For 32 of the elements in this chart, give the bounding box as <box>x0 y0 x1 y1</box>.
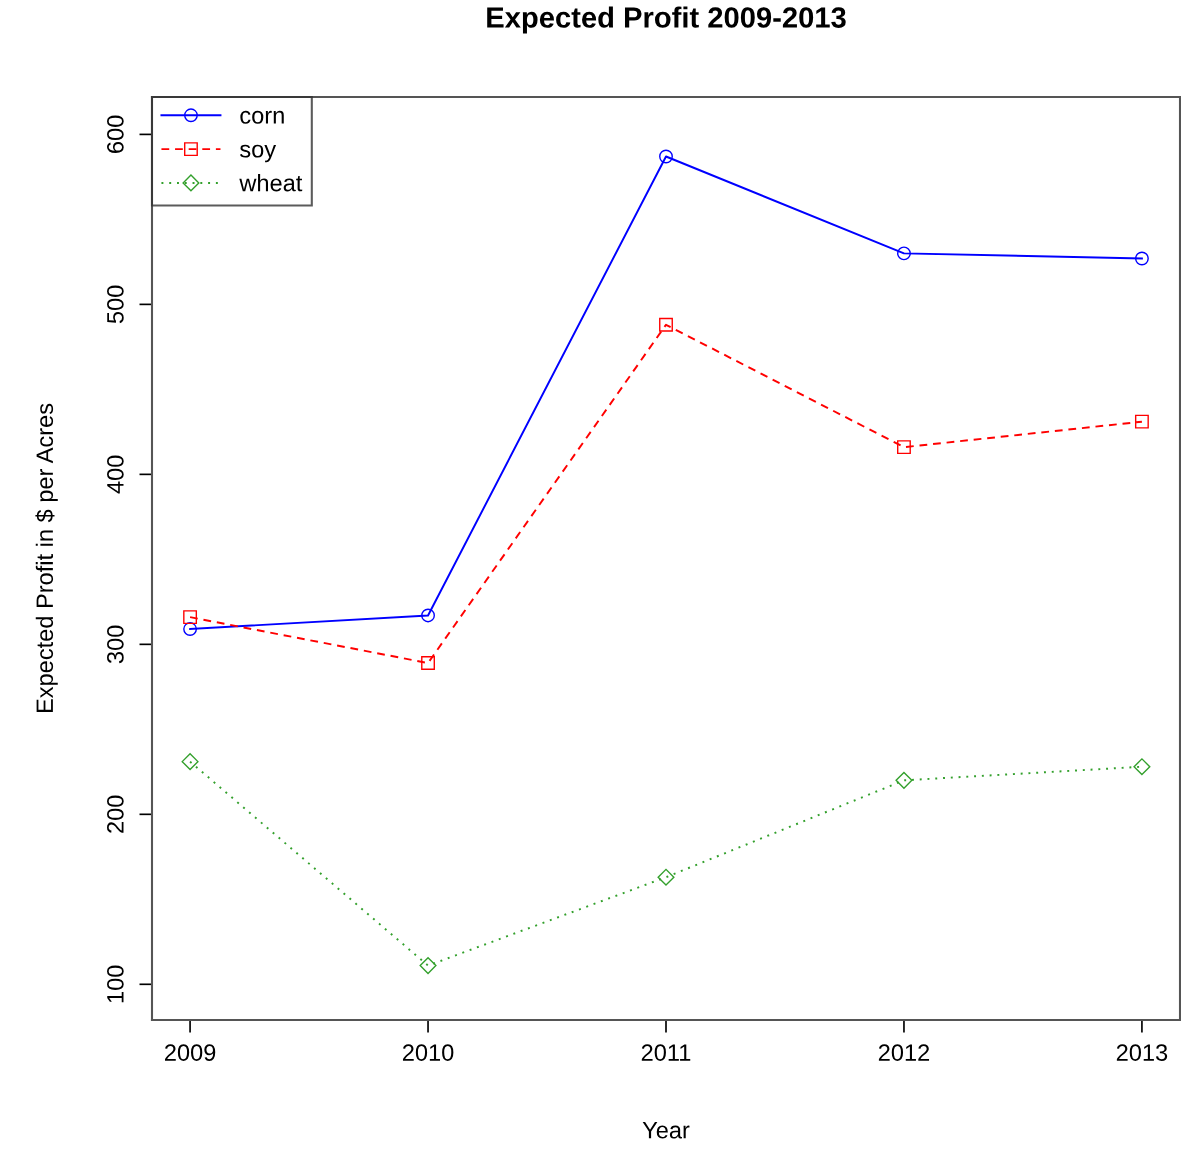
x-tick-label: 2013 <box>1116 1044 1168 1061</box>
y-tick-label: 300 <box>107 625 124 664</box>
y-tick-label: 500 <box>107 285 124 324</box>
point <box>659 317 673 332</box>
point <box>183 610 198 625</box>
chart-title: Expected Profit 2009-2013 <box>487 6 846 34</box>
point <box>421 656 435 670</box>
point <box>895 771 913 789</box>
y-tick-label: 100 <box>107 965 124 1003</box>
y-tick-label: 200 <box>107 795 124 833</box>
point <box>1134 251 1149 266</box>
point <box>1134 414 1149 429</box>
point <box>183 622 198 636</box>
legend-label: soy <box>240 144 277 163</box>
point <box>897 246 911 261</box>
point <box>181 753 199 771</box>
x-tick-label: 2009 <box>165 1044 216 1061</box>
point <box>897 440 911 455</box>
legend-label: wheat <box>239 174 303 192</box>
point <box>421 608 435 623</box>
point <box>659 149 673 164</box>
point <box>657 868 675 886</box>
point <box>419 957 437 975</box>
y-axis-title: Expected Profit in $ per Acres <box>35 403 58 713</box>
y-tick-label: 600 <box>107 115 124 153</box>
legend-label: corn <box>240 110 284 124</box>
point <box>1133 758 1151 776</box>
x-tick-label: 2010 <box>402 1044 454 1061</box>
x-tick-label: 2012 <box>878 1044 930 1061</box>
y-tick-label: 400 <box>107 455 124 494</box>
x-axis-title: Year <box>642 1122 690 1139</box>
x-tick-label: 2011 <box>641 1044 691 1061</box>
